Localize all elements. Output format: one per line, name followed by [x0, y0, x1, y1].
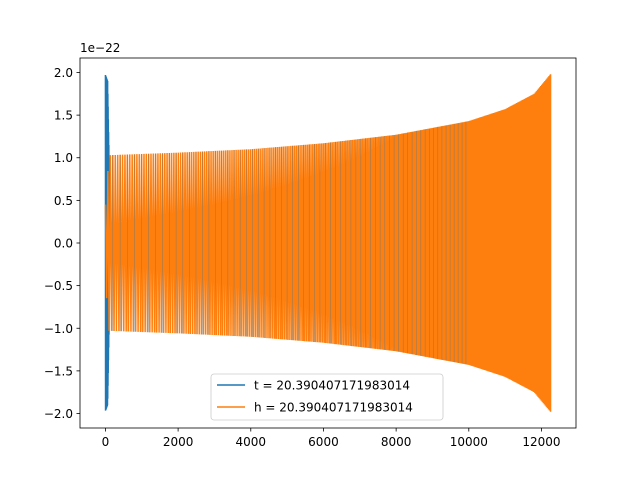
x-tick-label: 2000 [163, 435, 194, 449]
y-tick-label: 0.0 [54, 237, 73, 251]
series-h-line [104, 74, 552, 412]
x-tick-label: 4000 [236, 435, 267, 449]
series-t-line [104, 75, 110, 411]
y-tick-label: −1.0 [44, 322, 73, 336]
y-scale-label: 1e−22 [80, 41, 120, 55]
x-axis: 0 2000 4000 6000 8000 10000 12000 [102, 428, 561, 449]
series-t-strands [105, 121, 467, 365]
y-tick-label: −1.5 [44, 364, 73, 378]
legend-label-h: h = 20.390407171983014 [254, 401, 413, 415]
x-tick-label: 10000 [450, 435, 488, 449]
legend: t = 20.390407171983014 h = 20.3904071719… [210, 373, 444, 421]
y-axis: 2.0 1.5 1.0 0.5 0.0 −0.5 −1.0 −1.5 −2.0 [44, 66, 80, 421]
series-layer [104, 74, 552, 412]
y-tick-label: 1.0 [54, 151, 73, 165]
legend-label-t: t = 20.390407171983014 [254, 379, 410, 393]
y-tick-label: −0.5 [44, 279, 73, 293]
x-tick-label: 0 [102, 435, 110, 449]
y-tick-label: −2.0 [44, 407, 73, 421]
y-tick-label: 2.0 [54, 66, 73, 80]
y-tick-label: 1.5 [54, 109, 73, 123]
y-tick-label: 0.5 [54, 194, 73, 208]
legend-box [210, 373, 444, 421]
x-tick-label: 6000 [308, 435, 339, 449]
x-tick-label: 12000 [522, 435, 560, 449]
x-tick-label: 8000 [381, 435, 412, 449]
